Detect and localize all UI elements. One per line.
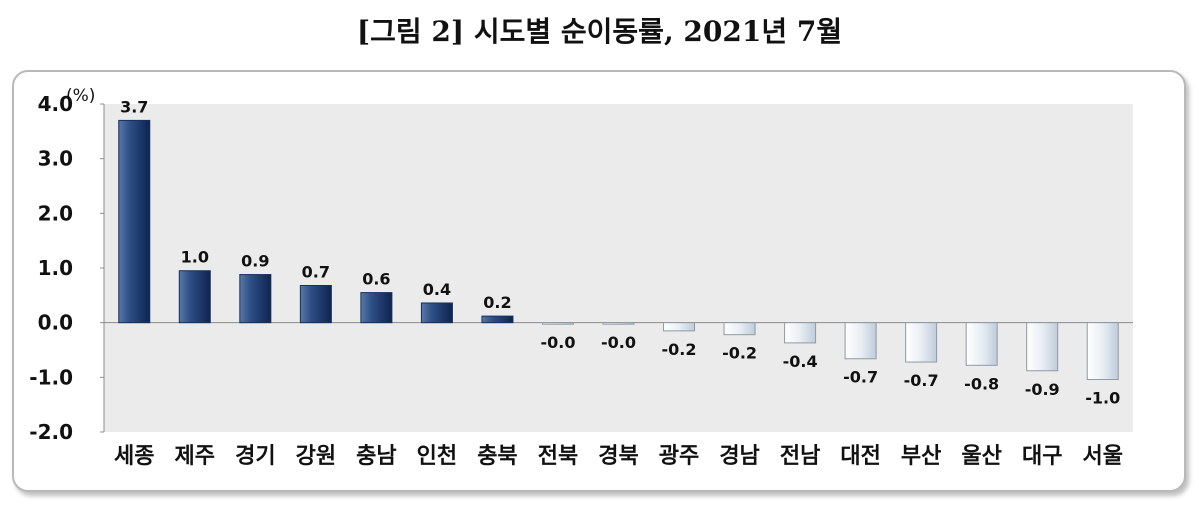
- x-tick-label: 경남: [719, 444, 759, 469]
- data-label: -0.7: [904, 371, 939, 390]
- bar-부산: [905, 322, 938, 363]
- plot-area: [104, 104, 1133, 432]
- data-label: 0.4: [423, 280, 451, 299]
- bar-대구: [1026, 322, 1059, 372]
- data-label: 0.2: [483, 293, 511, 312]
- data-label: 0.7: [302, 262, 330, 281]
- x-tick-label: 서울: [1082, 444, 1122, 469]
- data-label: -0.0: [601, 333, 636, 352]
- bar-경남: [723, 322, 756, 336]
- data-label: -1.0: [1085, 389, 1120, 408]
- bar-인천: [420, 302, 453, 324]
- y-tick-label: 2.0: [38, 201, 73, 225]
- bar-전북: [541, 322, 574, 325]
- data-label: 3.7: [120, 97, 148, 116]
- bar-제주: [178, 270, 211, 324]
- x-tick-label: 울산: [961, 444, 1001, 469]
- bar-울산: [965, 322, 998, 366]
- bar-세종: [118, 119, 151, 324]
- bar-강원: [299, 284, 332, 324]
- bar-충북: [481, 315, 514, 324]
- chart-title: [그림 2] 시도별 순이동률, 2021년 7월: [356, 15, 843, 48]
- data-label: 1.0: [181, 248, 209, 267]
- data-label: -0.2: [662, 340, 697, 359]
- bar-경북: [602, 322, 635, 325]
- data-label: -0.9: [1025, 380, 1060, 399]
- x-tick-label: 대구: [1022, 444, 1062, 469]
- data-label: -0.4: [783, 352, 818, 371]
- y-tick-label: 3.0: [38, 147, 73, 171]
- x-tick-label: 충북: [477, 444, 517, 469]
- bar-충남: [360, 292, 393, 324]
- data-label: -0.8: [964, 374, 999, 393]
- x-tick-label: 인천: [417, 444, 457, 469]
- x-tick-label: 충남: [356, 444, 396, 469]
- y-tick-label: 4.0: [38, 92, 73, 116]
- x-tick-label: 경기: [235, 444, 275, 469]
- x-tick-label: 제주: [175, 444, 215, 469]
- x-tick-label: 세종: [114, 444, 154, 469]
- data-label: -0.0: [540, 333, 575, 352]
- bar-서울: [1086, 322, 1119, 381]
- x-tick-label: 경북: [598, 444, 638, 469]
- bar-대전: [844, 322, 877, 360]
- y-tick-label: 1.0: [38, 256, 73, 280]
- bar-광주: [663, 322, 696, 332]
- x-tick-label: 전북: [538, 444, 578, 469]
- data-label: -0.2: [722, 344, 757, 363]
- data-label: 0.6: [362, 270, 390, 289]
- y-tick-label: -2.0: [29, 420, 73, 444]
- data-label: 0.9: [241, 252, 269, 271]
- y-tick-label: 0.0: [38, 311, 73, 335]
- x-tick-label: 부산: [901, 444, 941, 469]
- x-tick-label: 강원: [296, 444, 336, 469]
- y-axis-unit-label: (%): [66, 86, 95, 106]
- x-tick-label: 대전: [840, 444, 880, 469]
- x-tick-label: 광주: [659, 444, 699, 469]
- data-label: -0.7: [843, 368, 878, 387]
- bar-전남: [784, 322, 817, 344]
- x-tick-label: 전남: [780, 444, 820, 469]
- bar-경기: [239, 274, 272, 324]
- y-tick-label: -1.0: [29, 365, 73, 389]
